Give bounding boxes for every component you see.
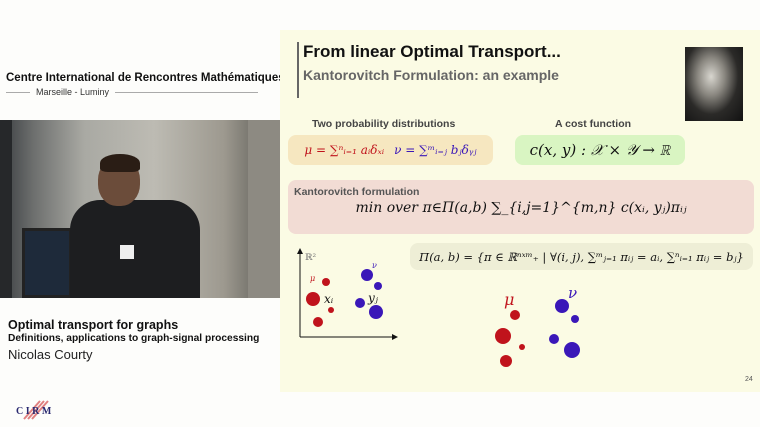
nu-large-label: ν <box>568 284 577 302</box>
nu-point <box>549 334 559 344</box>
cost-label: A cost function <box>555 118 632 130</box>
mu-point <box>495 328 511 344</box>
distributions-label: Two probability distributions <box>312 118 456 130</box>
nu-point <box>571 315 579 323</box>
x-label: xᵢ <box>324 292 334 306</box>
kantorovitch-formula: min over π∈Π(a,b) ∑_{i,j=1}^{m,n} c(xᵢ, … <box>355 200 687 216</box>
mu-point <box>510 310 520 320</box>
nu-formula: ν = ∑ᵐᵢ₌ⱼ bⱼδᵧⱼ <box>394 143 477 157</box>
slide-subtitle: Kantorovitch Formulation: an example <box>303 67 559 83</box>
talk-title: Optimal transport for graphs <box>8 318 179 332</box>
nu-point <box>564 342 580 358</box>
kantorovitch-label: Kantorovitch formulation <box>294 186 420 198</box>
distributions-formula: μ = ∑ⁿᵢ₌₁ aᵢδₓᵢ ν = ∑ᵐᵢ₌ⱼ bⱼδᵧⱼ <box>288 135 493 165</box>
organizer-location: Marseille - Luminy <box>0 87 258 97</box>
organizer-name: Centre International de Rencontres Mathé… <box>6 72 285 84</box>
kantorovitch-box: Kantorovitch formulation min over π∈Π(a,… <box>288 180 754 234</box>
location-text: Marseille - Luminy <box>36 87 110 97</box>
nu-point <box>369 305 383 319</box>
speaker-video <box>0 120 280 298</box>
nu-point <box>555 299 569 313</box>
nu-small-label: ν <box>372 261 377 270</box>
mu-point <box>306 292 320 306</box>
svg-text:C I R M: C I R M <box>16 406 52 417</box>
coupling-formula: Π(a, b) = {π ∈ ℝⁿˣᵐ₊ | ∀(i, j), ∑ᵐⱼ₌₁ πᵢ… <box>410 243 753 270</box>
mu-point <box>500 355 512 367</box>
x-axis-arrow <box>392 334 398 340</box>
distributions-plot: ℝ² μ ν xᵢ yⱼ μ ν <box>297 248 580 367</box>
mu-point <box>313 317 323 327</box>
mu-large-label: μ <box>504 290 514 309</box>
cost-formula: c(x, y) : 𝒳 × 𝒴 → ℝ <box>515 135 685 165</box>
y-axis-arrow <box>297 248 303 254</box>
y-label: yⱼ <box>367 291 379 305</box>
mu-point <box>328 307 334 313</box>
title-bar-accent <box>297 42 299 98</box>
space-label: ℝ² <box>305 253 316 263</box>
mu-point <box>519 344 525 350</box>
kantorovich-portrait <box>685 47 743 121</box>
nu-point <box>361 269 373 281</box>
nu-point <box>355 298 365 308</box>
speaker-name: Nicolas Courty <box>8 347 93 362</box>
mu-point <box>322 278 330 286</box>
cirm-logo: C I R M <box>16 400 52 420</box>
mu-formula: μ = ∑ⁿᵢ₌₁ aᵢδₓᵢ <box>304 143 385 157</box>
slide-title: From linear Optimal Transport... <box>303 42 561 61</box>
page-number: 24 <box>745 376 753 383</box>
talk-subtitle: Definitions, applications to graph-signa… <box>8 333 260 344</box>
nu-point <box>374 282 382 290</box>
mu-small-label: μ <box>310 274 315 283</box>
